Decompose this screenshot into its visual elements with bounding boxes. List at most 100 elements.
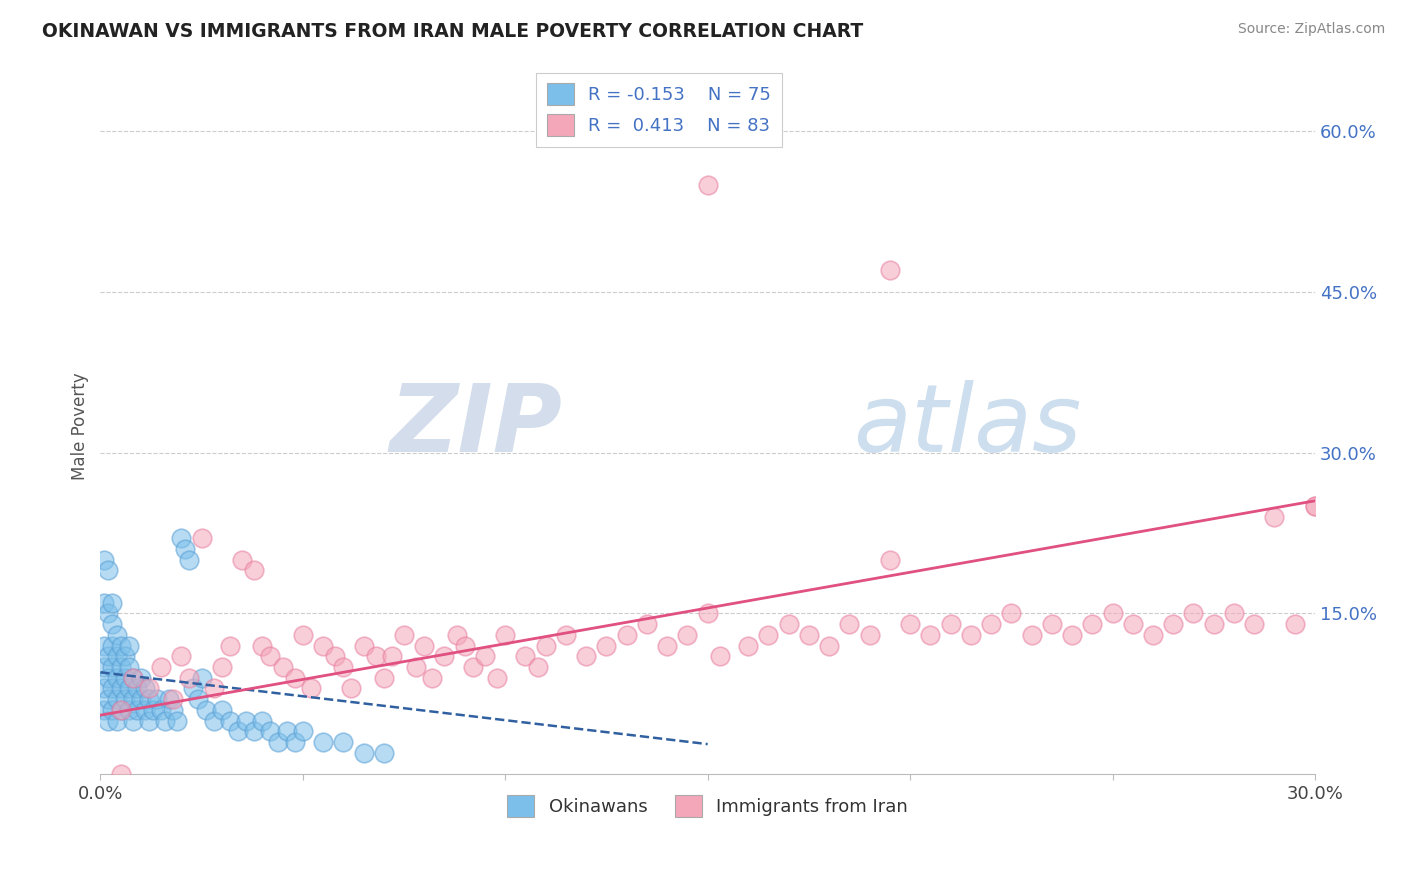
Point [105,649,128,664]
Point [252,714,274,728]
Point [676,628,699,642]
Point [150,703,173,717]
Point [105,692,128,706]
Point [211,660,233,674]
Point [114,692,136,706]
Point [101,617,124,632]
Point [121,714,143,728]
Point [838,617,860,632]
Point [101,639,124,653]
Point [696,178,718,192]
Point [202,714,225,728]
Point [211,703,233,717]
Point [129,671,152,685]
Point [166,714,188,728]
Point [534,639,557,653]
Point [157,692,180,706]
Point [413,639,436,653]
Point [879,553,901,567]
Point [93,660,115,674]
Point [190,671,212,685]
Point [898,617,921,632]
Point [616,628,638,642]
Point [858,628,880,642]
Point [179,553,201,567]
Point [121,692,143,706]
Point [105,628,128,642]
Point [323,649,346,664]
Text: atlas: atlas [853,380,1081,471]
Point [142,703,165,717]
Point [515,649,537,664]
Point [920,628,942,642]
Point [797,628,820,642]
Point [284,671,307,685]
Point [1122,617,1144,632]
Y-axis label: Male Poverty: Male Poverty [72,372,89,480]
Text: ZIP: ZIP [389,380,562,472]
Point [121,671,143,685]
Point [121,671,143,685]
Point [291,628,314,642]
Point [353,746,375,760]
Point [219,639,242,653]
Point [138,681,160,696]
Point [276,724,298,739]
Point [1021,628,1043,642]
Point [101,703,124,717]
Point [1303,499,1326,513]
Point [454,639,477,653]
Point [93,639,115,653]
Point [474,649,496,664]
Point [291,724,314,739]
Point [312,735,335,749]
Point [1040,617,1063,632]
Point [433,649,456,664]
Point [183,681,205,696]
Point [818,639,841,653]
Point [299,681,322,696]
Point [737,639,759,653]
Point [267,735,290,749]
Point [381,649,404,664]
Point [97,692,120,706]
Point [202,681,225,696]
Point [340,681,363,696]
Point [1243,617,1265,632]
Point [980,617,1002,632]
Point [101,660,124,674]
Point [1101,607,1123,621]
Point [1202,617,1225,632]
Point [118,681,141,696]
Point [101,681,124,696]
Point [1263,509,1285,524]
Point [93,681,115,696]
Point [353,639,375,653]
Point [636,617,658,632]
Point [758,628,780,642]
Point [420,671,443,685]
Point [105,671,128,685]
Point [110,703,132,717]
Point [101,596,124,610]
Point [174,542,197,557]
Point [364,649,387,664]
Point [125,703,148,717]
Point [138,692,160,706]
Point [243,564,266,578]
Point [162,703,184,717]
Point [1161,617,1184,632]
Point [1284,617,1306,632]
Point [93,553,115,567]
Point [271,660,294,674]
Point [446,628,468,642]
Point [134,681,156,696]
Point [146,692,169,706]
Point [226,724,249,739]
Point [696,607,718,621]
Point [97,564,120,578]
Point [118,703,141,717]
Point [332,735,354,749]
Point [219,714,242,728]
Point [118,660,141,674]
